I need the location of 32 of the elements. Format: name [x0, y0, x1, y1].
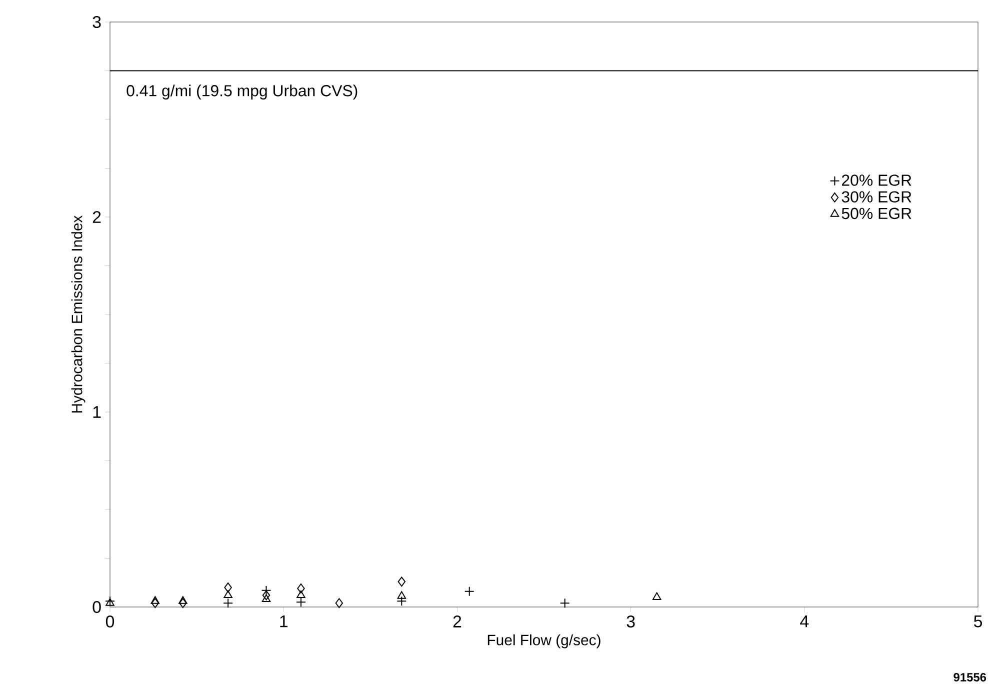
y-axis-title: Hydrocarbon Emissions Index — [71, 215, 86, 413]
legend-label: 20% EGR — [842, 174, 912, 186]
point — [398, 576, 406, 587]
y-tick-label: 1 — [93, 406, 101, 418]
legend-label: 50% EGR — [842, 208, 912, 220]
point — [652, 592, 662, 600]
point — [224, 590, 232, 598]
point — [151, 598, 159, 608]
x-tick-label: 5 — [974, 616, 982, 628]
point — [397, 591, 406, 599]
ref-line-label: 0.41 g/mi (19.5 mpg Urban CVS) — [126, 84, 358, 100]
legend-label: 30% EGR — [842, 191, 912, 202]
text: 91556 — [954, 673, 986, 682]
point — [396, 596, 407, 606]
point — [223, 598, 234, 608]
x-tick-label: 2 — [453, 616, 462, 628]
point — [335, 598, 344, 608]
x-tick-label: 3 — [626, 616, 635, 628]
x-axis-title: Fuel Flow (g/sec) — [488, 634, 600, 648]
x-tick-label: 4 — [800, 616, 809, 628]
point — [464, 586, 474, 596]
y-tick-label: 2 — [92, 211, 101, 223]
point — [297, 583, 305, 594]
point — [179, 598, 187, 608]
x-tick-label: 0 — [106, 616, 114, 628]
y-tick-label: 0 — [92, 601, 101, 613]
x-tick-label: 1 — [280, 616, 288, 628]
point — [560, 598, 570, 608]
point — [224, 582, 232, 592]
point — [296, 590, 306, 598]
y-tick-label: 3 — [92, 16, 101, 28]
point — [296, 597, 306, 608]
